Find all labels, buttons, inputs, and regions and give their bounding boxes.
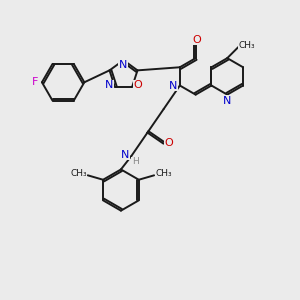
Text: CH₃: CH₃ bbox=[238, 41, 255, 50]
Text: N: N bbox=[121, 150, 129, 160]
Text: O: O bbox=[164, 138, 173, 148]
Text: CH₃: CH₃ bbox=[155, 169, 172, 178]
Text: F: F bbox=[32, 77, 39, 87]
Text: N: N bbox=[119, 60, 127, 70]
Text: N: N bbox=[223, 95, 231, 106]
Text: O: O bbox=[133, 80, 142, 90]
Text: CH₃: CH₃ bbox=[70, 169, 87, 178]
Text: N: N bbox=[105, 80, 114, 90]
Text: O: O bbox=[193, 34, 202, 45]
Text: N: N bbox=[169, 80, 178, 91]
Text: H: H bbox=[132, 157, 138, 166]
